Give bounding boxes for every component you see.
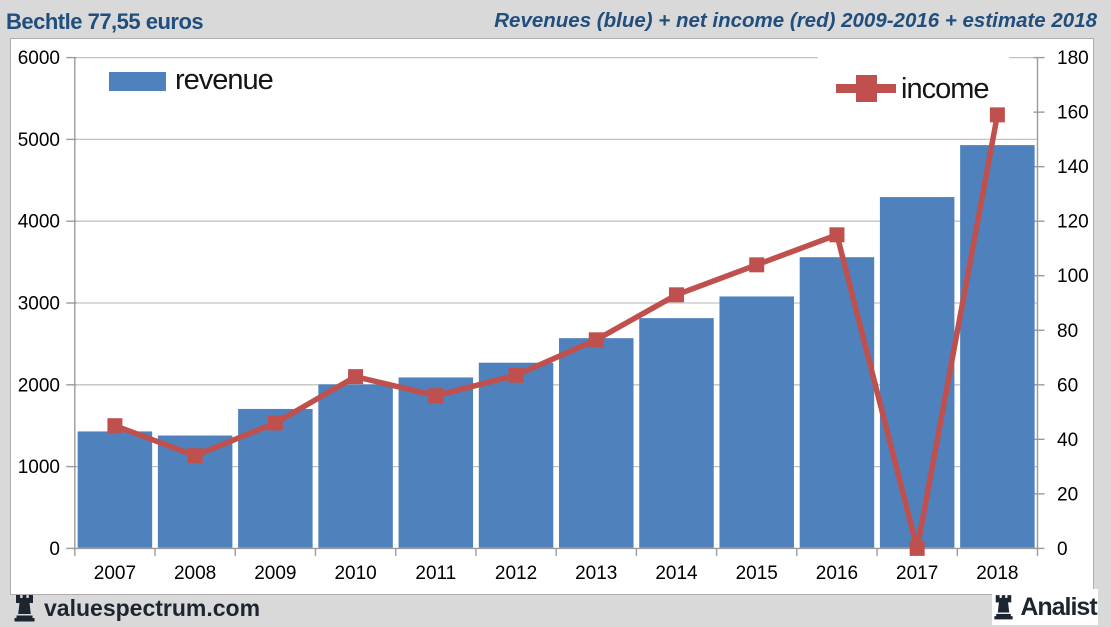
rook-icon: [994, 595, 1013, 620]
bar-2011: [398, 377, 474, 548]
bar-2017: [879, 197, 955, 548]
bar-2015: [719, 296, 794, 548]
legend-revenue-swatch: [109, 72, 166, 91]
line-marker-2018: [989, 107, 1005, 123]
bar-2018: [960, 145, 1035, 548]
income-line: [113, 114, 1001, 552]
x-axis-label: 2016: [816, 563, 858, 584]
y-axis-right-label: 20: [1057, 484, 1078, 505]
line-marker-2016: [829, 227, 845, 243]
line-marker-2011: [428, 388, 444, 404]
y-axis-right-label: 140: [1057, 157, 1089, 178]
line-marker-2007: [107, 418, 123, 434]
y-axis-right-label: 120: [1057, 212, 1089, 233]
x-axis-label: 2015: [736, 563, 778, 584]
y-axis-left-label: 1000: [18, 457, 60, 478]
line-marker-2015: [749, 257, 765, 273]
y-axis-left-label: 6000: [18, 48, 60, 69]
x-axis-label: 2011: [415, 563, 456, 584]
y-axis-right-label: 160: [1057, 103, 1089, 124]
y-axis-right-label: 0: [1057, 539, 1068, 560]
y-axis-left-label: 5000: [18, 130, 60, 151]
line-marker-2008: [187, 448, 203, 464]
line-marker-2017: [909, 540, 925, 556]
x-axis-label: 2017: [896, 563, 938, 584]
bar-2014: [639, 318, 714, 548]
y-axis-right-label: 80: [1057, 321, 1078, 342]
x-axis-label: 2009: [254, 563, 296, 584]
page-title: Bechtle 77,55 euros: [6, 9, 204, 34]
x-axis-label: 2013: [575, 563, 617, 584]
y-axis-left-label: 0: [49, 539, 60, 560]
bar-2012: [478, 362, 554, 548]
x-axis-label: 2007: [94, 563, 136, 584]
x-axis-label: 2008: [174, 563, 216, 584]
line-marker-2012: [508, 367, 524, 383]
legend-income-marker-icon: [856, 75, 877, 102]
rook-icon: [14, 595, 35, 622]
bar-2010: [318, 384, 393, 548]
y-axis-right-label: 60: [1057, 375, 1078, 396]
y-axis-right-label: 40: [1057, 430, 1078, 451]
line-marker-2014: [668, 287, 684, 303]
footer-brand-analist: Analist: [992, 589, 1098, 625]
bar-2016: [799, 257, 875, 548]
line-marker-2010: [348, 369, 364, 385]
bar-2013: [559, 338, 634, 548]
x-axis-label: 2012: [495, 563, 537, 584]
legend-revenue-label: revenue: [175, 64, 274, 96]
chart-title: Revenues (blue) + net income (red) 2009-…: [494, 9, 1097, 32]
y-axis-left-label: 2000: [18, 375, 60, 396]
y-axis-right-label: 180: [1057, 48, 1089, 69]
footer-brand-text: Analist: [1020, 592, 1097, 621]
legend-income-label: income: [901, 73, 989, 105]
y-axis-left-label: 4000: [18, 212, 60, 233]
footer-brand-text: valuespectrum.com: [44, 594, 261, 621]
bar-2007: [77, 431, 153, 548]
x-axis-label: 2014: [655, 563, 698, 584]
footer-brand-valuespectrum: valuespectrum.com: [13, 594, 260, 622]
y-axis-left-label: 3000: [18, 294, 60, 315]
x-axis-label: 2018: [976, 563, 1018, 584]
legend-income-box: [818, 51, 1009, 106]
y-axis-right-label: 100: [1057, 266, 1089, 287]
x-axis-label: 2010: [334, 563, 376, 584]
line-marker-2013: [588, 332, 604, 348]
line-marker-2009: [267, 415, 283, 431]
